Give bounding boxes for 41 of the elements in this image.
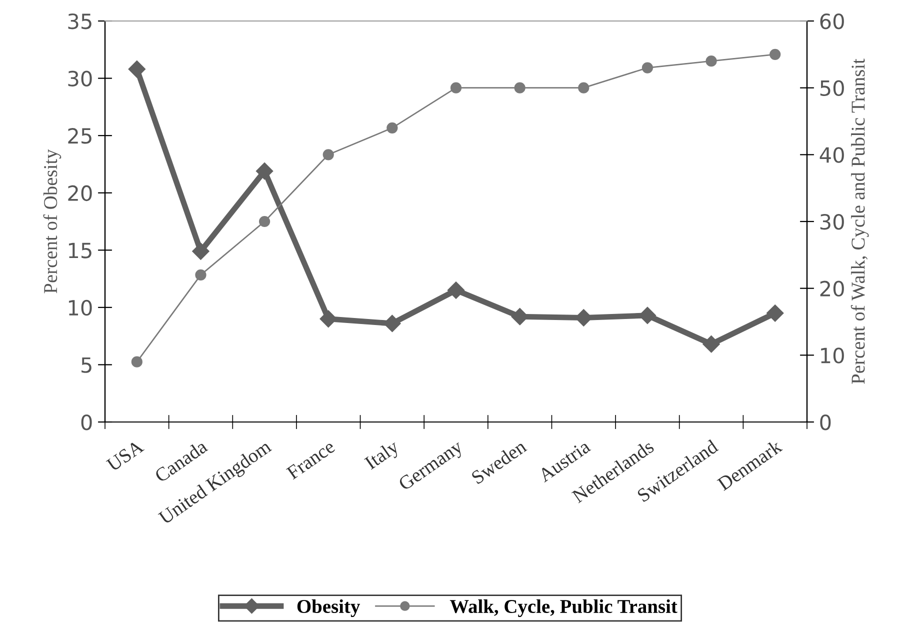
- legend-label: Walk, Cycle, Public Transit: [450, 599, 678, 618]
- point: [386, 122, 398, 134]
- y-tick-label: 25: [68, 128, 92, 144]
- y-tick-label: 0: [81, 414, 92, 430]
- y-tick-label: 10: [68, 300, 92, 316]
- y2-axis-title: Percent of Walk, Cycle and Public Transit: [850, 58, 869, 384]
- point: [766, 304, 784, 322]
- point: [128, 60, 146, 78]
- point: [706, 56, 717, 67]
- y-tick-label: 15: [68, 242, 92, 258]
- y2-tick-label: 50: [820, 80, 844, 96]
- point: [702, 336, 720, 353]
- point: [770, 48, 781, 60]
- y2-tick-label: 30: [820, 214, 844, 230]
- legend-label: Obesity: [297, 599, 360, 618]
- point: [256, 162, 274, 180]
- point: [192, 242, 210, 260]
- point: [447, 282, 465, 299]
- point: [195, 269, 206, 281]
- point: [384, 314, 401, 332]
- y2-tick-label: 60: [820, 13, 844, 30]
- point: [578, 82, 590, 94]
- point: [320, 310, 337, 328]
- y2-tick-label: 20: [820, 280, 844, 297]
- point: [322, 149, 334, 160]
- y2-tick-label: 0: [820, 414, 831, 430]
- y-axis-title: Percent of Obesity: [43, 149, 62, 294]
- x-tick-label: Italy: [364, 438, 402, 474]
- y2-tick-label: 40: [820, 147, 844, 163]
- y-tick-label: 20: [68, 185, 92, 202]
- y-tick-label: 30: [68, 70, 92, 86]
- point: [514, 82, 526, 94]
- y-tick-label: 5: [82, 357, 92, 373]
- point: [258, 216, 270, 228]
- point: [450, 82, 462, 94]
- point: [642, 62, 654, 74]
- y-tick-label: 35: [68, 13, 92, 30]
- x-tick-label: USA: [106, 439, 145, 472]
- point: [575, 309, 592, 326]
- point: [131, 356, 142, 368]
- y2-tick-label: 10: [821, 348, 844, 364]
